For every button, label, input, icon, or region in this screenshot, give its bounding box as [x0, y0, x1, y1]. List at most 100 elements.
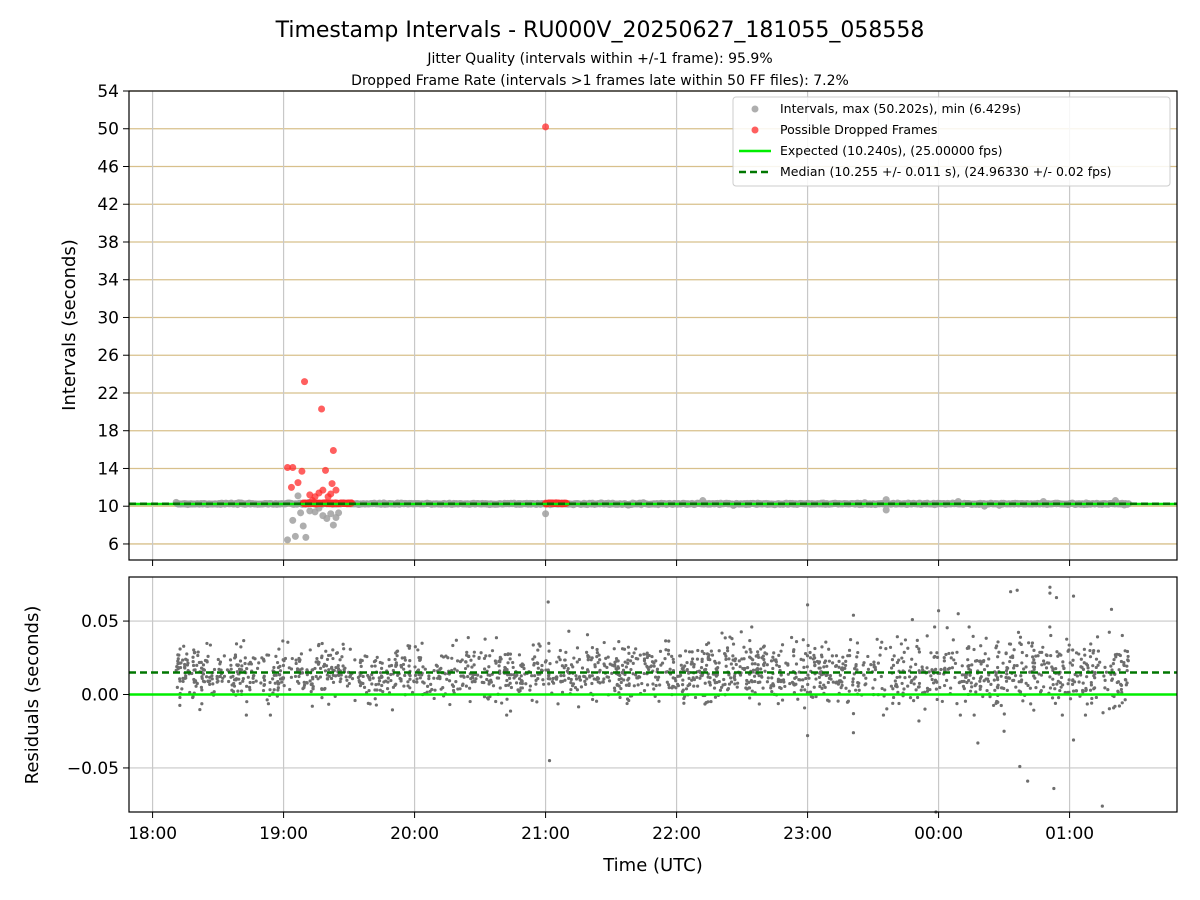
residual-point — [605, 665, 609, 670]
residual-point — [1048, 686, 1053, 690]
residual-point — [176, 657, 180, 661]
residual-point — [340, 655, 344, 659]
residual-point — [717, 661, 721, 665]
residual-point — [825, 698, 830, 702]
residual-point — [479, 675, 483, 679]
residual-point — [1058, 688, 1062, 693]
residual-point — [731, 654, 735, 658]
residual-point — [970, 685, 974, 689]
residual-point — [819, 653, 824, 657]
residual-point — [1036, 654, 1040, 658]
residual-point — [336, 664, 340, 668]
residual-point — [206, 654, 210, 658]
residual-point — [687, 676, 691, 680]
residual-point — [1039, 673, 1044, 677]
residual-point — [374, 658, 378, 663]
residual-point — [636, 676, 640, 680]
residual-point — [596, 660, 600, 665]
residual-point — [618, 673, 622, 678]
residual-point — [857, 688, 861, 692]
residual-point — [803, 652, 808, 656]
residual-point — [618, 695, 622, 700]
residual-point — [460, 683, 465, 688]
dropped-frame-point — [301, 378, 309, 386]
residual-point — [193, 668, 197, 672]
residual-point — [507, 676, 512, 680]
residual-point — [1071, 648, 1075, 652]
residual-point — [671, 657, 675, 661]
residual-point — [191, 694, 195, 699]
residual-point — [389, 672, 393, 677]
residual-point — [808, 650, 812, 655]
residual-point — [700, 649, 704, 653]
dropped-frame-point — [542, 123, 550, 131]
residual-point — [749, 679, 754, 683]
residual-point — [719, 685, 724, 689]
residual-point — [776, 679, 780, 684]
residual-point — [776, 702, 780, 706]
residual-point — [771, 655, 775, 659]
top-y-tick-label: 6 — [108, 535, 119, 555]
residual-point — [378, 660, 382, 665]
legend-marker-dropped — [751, 126, 759, 134]
residual-point — [547, 682, 551, 686]
residual-point — [1079, 657, 1083, 661]
residual-point — [266, 702, 271, 706]
residual-point — [619, 686, 623, 691]
residual-point — [1050, 665, 1054, 669]
residual-point — [435, 664, 439, 668]
residual-point — [802, 706, 807, 710]
residual-point — [590, 674, 594, 678]
residual-point — [416, 668, 421, 672]
residual-point — [1037, 672, 1041, 676]
residual-point — [1061, 683, 1065, 687]
residual-point — [231, 690, 236, 694]
residual-point — [879, 674, 883, 679]
residual-point — [338, 679, 342, 684]
residual-point — [175, 685, 179, 689]
residual-point — [220, 679, 224, 683]
residual-point — [1001, 661, 1005, 665]
residual-point — [1015, 588, 1019, 592]
residual-point — [293, 674, 298, 679]
residual-point — [237, 677, 241, 681]
residual-point — [657, 699, 661, 703]
residual-point — [745, 678, 749, 683]
residual-point — [873, 678, 877, 682]
residual-point — [381, 690, 385, 694]
residual-point — [794, 682, 798, 686]
residual-point — [971, 676, 976, 680]
residual-point — [334, 651, 339, 655]
residual-point — [262, 683, 266, 688]
residual-point — [491, 684, 496, 688]
residual-point — [219, 668, 223, 672]
residual-point — [185, 652, 189, 656]
residual-point — [972, 713, 976, 717]
residual-point — [950, 666, 954, 670]
residual-point — [653, 675, 658, 679]
residual-point — [762, 644, 766, 648]
residual-point — [806, 673, 810, 677]
residual-point — [454, 680, 458, 684]
residual-point — [1096, 649, 1101, 653]
residual-point — [606, 675, 611, 679]
residual-point — [255, 666, 260, 670]
residual-point — [749, 650, 753, 654]
residual-point — [1090, 696, 1094, 701]
residual-point — [950, 651, 955, 655]
residual-point — [496, 676, 501, 680]
residual-point — [484, 654, 488, 658]
residual-point — [1122, 663, 1126, 668]
residual-point — [497, 664, 501, 668]
residual-point — [751, 658, 755, 662]
residual-point — [520, 681, 524, 686]
residual-point — [756, 655, 761, 660]
residual-point — [344, 675, 348, 679]
residual-point — [613, 689, 617, 693]
residual-point — [626, 661, 630, 665]
residual-point — [979, 684, 983, 689]
residual-point — [417, 672, 421, 677]
residual-point — [297, 681, 301, 685]
residual-point — [246, 675, 250, 679]
residual-point — [783, 684, 787, 689]
